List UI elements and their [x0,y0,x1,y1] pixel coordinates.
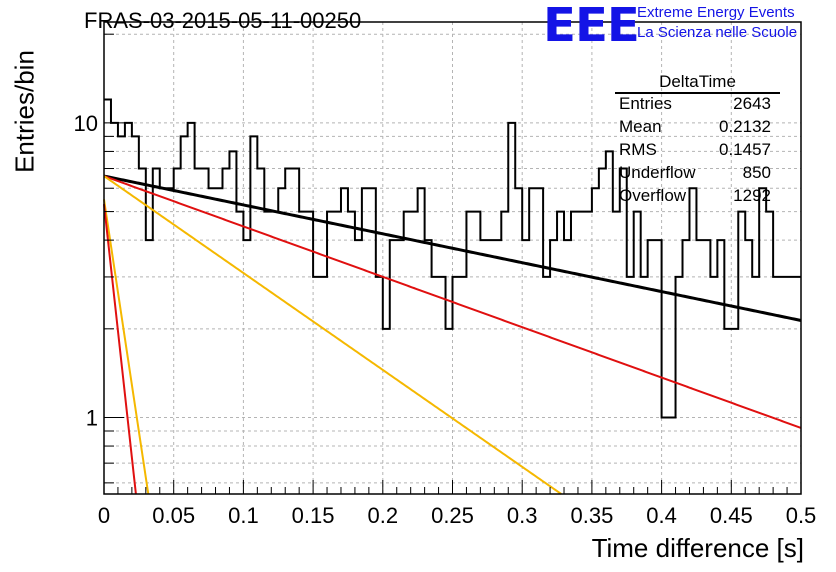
fit-curve-4 [103,199,150,495]
stats-label: Entries [619,94,672,113]
fit-curve-2 [103,175,802,429]
stats-row-entries: Entries 2643 [611,94,777,117]
fit-curve-5 [103,204,137,495]
stats-row-mean: Mean 0.2132 [611,117,777,140]
x-tick-label: 0.1 [228,503,259,528]
y-tick-label: 10 [74,111,98,136]
x-tick-label: 0.3 [507,503,538,528]
y-axis-label: Entries/bin [9,50,40,173]
stats-label: Mean [619,117,662,136]
stats-label: Overflow [619,186,687,205]
stats-header: DeltaTime [615,72,780,94]
fit-curve-3 [103,175,562,495]
stats-value: 0.2132 [719,117,771,136]
x-tick-label: 0.2 [368,503,399,528]
x-tick-label: 0.4 [646,503,677,528]
histogram [104,98,801,419]
axes: 0 0.05 0.1 0.15 0.2 0.25 0.3 0.35 0.4 0.45 0.5 1 10 [74,21,817,528]
x-tick-label: 0.15 [292,503,335,528]
x-tick-label: 0.35 [570,503,613,528]
stats-value: 850 [742,163,771,182]
y-tick-label: 1 [86,406,98,431]
histogram-outline [104,98,801,419]
plot-frame [103,21,802,495]
plot-title: FRAS-03-2015-05-11-00250 [84,8,362,33]
fit-curves [103,174,802,495]
stats-value: 0.1457 [719,140,771,159]
fit-curve-1 [103,174,802,322]
stats-row-rms: RMS 0.1457 [611,140,777,163]
stats-value: 1292 [733,186,771,205]
x-tick-label: 0.25 [431,503,474,528]
x-tick-label: 0.05 [152,503,195,528]
stats-value: 2643 [733,94,771,113]
stats-label: RMS [619,140,657,159]
x-axis-label: Time difference [s] [591,533,804,563]
stats-box: DeltaTime Entries 2643 Mean 0.2132 RMS 0… [611,72,780,209]
eee-logo: EEE [543,0,640,52]
stats-row-overflow: Overflow 1292 [611,186,777,209]
logo-line-2: La Scienza nelle Scuole [637,24,798,41]
x-tick-label: 0 [98,503,110,528]
x-tick-label: 0.5 [786,503,817,528]
x-tick-label: 0.45 [710,503,753,528]
stats-label: Underflow [619,163,696,182]
logo-line-1: Extreme Energy Events [637,4,795,21]
stats-row-underflow: Underflow 850 [611,163,777,186]
